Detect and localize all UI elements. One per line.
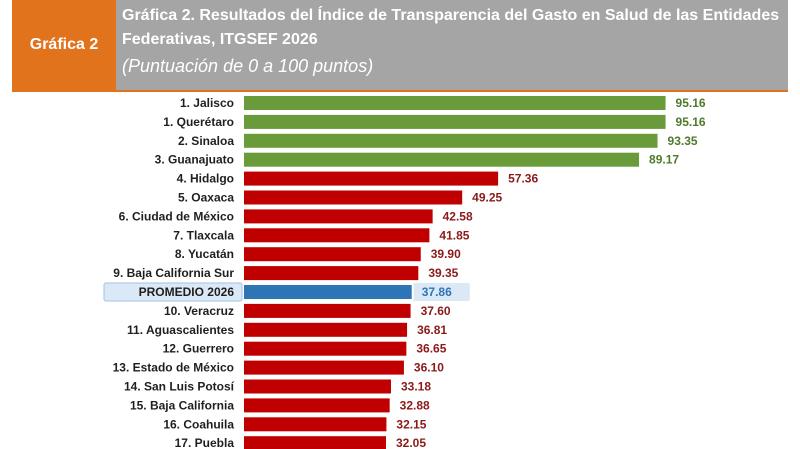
value-label: 33.18 — [401, 380, 431, 394]
category-label: 10. Veracruz — [164, 304, 234, 318]
bar — [244, 398, 390, 413]
value-label: 49.25 — [472, 191, 502, 205]
chart-header: Gráfica 2 Gráfica 2. Resultados del Índi… — [12, 0, 788, 90]
category-label: 2. Sinaloa — [178, 134, 234, 148]
value-label: 32.88 — [400, 398, 430, 412]
bar — [244, 436, 386, 449]
value-label: 41.85 — [439, 228, 469, 242]
value-label: 42.58 — [443, 209, 473, 223]
bar — [244, 209, 433, 224]
value-label: 36.81 — [417, 323, 447, 337]
bar — [244, 133, 658, 148]
chart-title: Gráfica 2. Resultados del Índice de Tran… — [122, 7, 780, 48]
category-label: 17. Puebla — [175, 436, 235, 449]
value-label: 39.90 — [431, 247, 461, 261]
value-label: 37.60 — [421, 304, 451, 318]
average-bar — [244, 285, 412, 299]
value-label: 32.05 — [396, 436, 426, 449]
bar — [244, 417, 387, 432]
category-label: 4. Hidalgo — [177, 172, 234, 186]
value-label: 37.86 — [422, 285, 452, 299]
category-label: 11. Aguascalientes — [127, 323, 234, 337]
bar — [244, 190, 463, 205]
bar — [244, 96, 666, 110]
bar — [244, 228, 430, 243]
category-label: 16. Coahuila — [163, 417, 234, 431]
category-label: 6. Ciudad de México — [119, 209, 234, 223]
bar — [244, 303, 411, 318]
value-label: 95.16 — [676, 96, 706, 110]
category-label: 12. Guerrero — [163, 342, 234, 356]
category-label: 1. Querétaro — [163, 115, 234, 129]
title-block: Gráfica 2. Resultados del Índice de Tran… — [122, 4, 782, 78]
bar — [244, 114, 666, 129]
bar — [244, 379, 391, 394]
value-label: 89.17 — [649, 153, 679, 167]
average-label-highlight — [103, 282, 243, 302]
bar — [244, 247, 421, 262]
chart-subtitle: (Puntuación de 0 a 100 puntos) — [122, 56, 374, 76]
bar — [244, 360, 404, 375]
value-label: 93.35 — [668, 134, 698, 148]
category-label: 14. San Luis Potosí — [124, 380, 235, 394]
value-label: 39.35 — [428, 266, 458, 280]
category-label: 5. Oaxaca — [178, 191, 234, 205]
bar — [244, 152, 640, 167]
value-label: 95.16 — [676, 115, 706, 129]
bar — [244, 341, 407, 356]
chart-number-tag: Gráfica 2 — [12, 0, 116, 90]
category-label: 13. Estado de México — [113, 361, 234, 375]
value-label: 36.65 — [416, 342, 446, 356]
average-value-highlight — [413, 283, 470, 301]
bar — [244, 266, 419, 281]
header-divider — [12, 90, 788, 92]
category-label: 9. Baja California Sur — [113, 266, 234, 280]
category-label: 8. Yucatán — [175, 247, 234, 261]
category-label: PROMEDIO 2026 — [139, 285, 235, 299]
category-label: 15. Baja California — [130, 398, 234, 412]
value-label: 57.36 — [508, 172, 538, 186]
category-label: 1. Jalisco — [180, 96, 234, 110]
bar — [244, 322, 408, 337]
category-label: 7. Tlaxcala — [173, 228, 234, 242]
value-label: 36.10 — [414, 361, 444, 375]
value-label: 32.15 — [396, 417, 426, 431]
category-label: 3. Guanajuato — [155, 153, 234, 167]
bar-chart: 1. Jalisco 95.16 1. Querétaro 95.16 2. Sinal… — [103, 96, 706, 449]
bar — [244, 171, 499, 186]
